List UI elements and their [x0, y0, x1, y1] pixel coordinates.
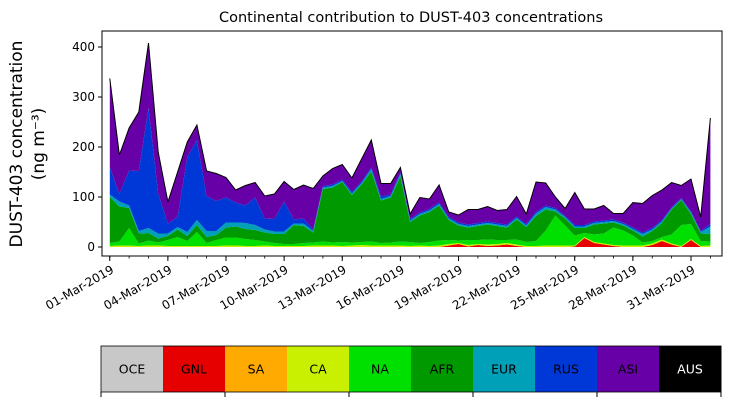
legend: OCE GNL SA CA NA AFR EUR RUS ASI AUS — [100, 345, 722, 397]
legend-label-rus: RUS — [553, 362, 579, 377]
y-tick-label: 0 — [87, 240, 95, 254]
legend-label-eur: EUR — [491, 362, 517, 377]
y-tick-label: 200 — [72, 140, 95, 154]
area-afr — [109, 171, 711, 244]
legend-swatch-afr — [411, 346, 474, 392]
legend-swatch-eur — [473, 346, 536, 392]
area-asi — [109, 43, 711, 233]
legend-swatch-ca — [287, 346, 350, 392]
y-tick-label: 400 — [72, 40, 95, 54]
legend-frame — [100, 345, 722, 393]
legend-swatch-na — [349, 346, 412, 392]
legend-swatch-asi — [597, 346, 660, 392]
area-na — [109, 215, 711, 246]
legend-swatch-gnl — [163, 346, 226, 392]
area-gnl — [109, 238, 711, 247]
chart-title: Continental contribution to DUST-403 con… — [219, 10, 603, 26]
legend-label-ca: CA — [309, 362, 327, 377]
legend-swatch-aus — [659, 346, 722, 392]
y-axis-label: DUST-403 concentration — [7, 41, 27, 248]
legend-swatch-oce — [101, 346, 164, 392]
legend-label-sa: SA — [248, 362, 265, 377]
legend-label-na: NA — [371, 362, 389, 377]
plot-frame — [101, 30, 723, 257]
legend-label-aus: AUS — [677, 362, 703, 377]
total-outline — [109, 42, 711, 218]
y-axis-unit: (ng m⁻³) — [29, 108, 49, 181]
stacked-areas — [109, 42, 711, 247]
legend-label-afr: AFR — [430, 362, 455, 377]
area-eur — [109, 169, 711, 239]
legend-label-gnl: GNL — [181, 362, 207, 377]
legend-swatch-rus — [535, 346, 598, 392]
y-tick-label: 300 — [72, 90, 95, 104]
legend-label-asi: ASI — [618, 362, 638, 377]
legend-label-oce: OCE — [119, 362, 146, 377]
legend-swatch-sa — [225, 346, 288, 392]
y-tick-label: 100 — [72, 190, 95, 204]
